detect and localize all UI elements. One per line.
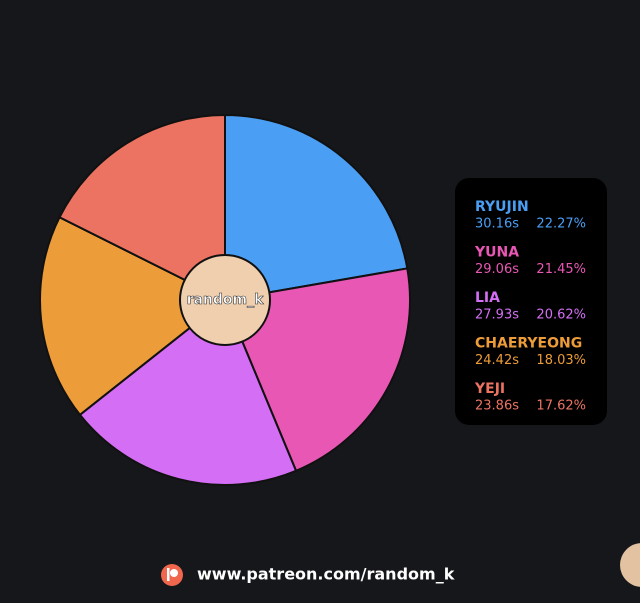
patreon-icon-bar	[167, 568, 170, 581]
legend-percent: 20.62%	[536, 308, 586, 323]
legend-time: 23.86s	[475, 399, 519, 414]
legend-percent: 22.27%	[536, 217, 586, 232]
legend-percent: 17.62%	[536, 399, 586, 414]
legend-name: YEJI	[474, 381, 505, 397]
legend-percent: 21.45%	[536, 262, 586, 277]
legend-name: LIA	[475, 290, 500, 306]
avatar	[620, 543, 640, 587]
legend-time: 27.93s	[475, 308, 519, 323]
legend-name: RYUJIN	[475, 199, 529, 215]
legend-name: YUNA	[474, 245, 519, 261]
pie-chart: random_k	[39, 113, 411, 486]
pie-slice	[58, 113, 226, 302]
pie-slice	[224, 113, 409, 302]
pie-slice	[223, 267, 411, 473]
pie-slice	[78, 298, 298, 486]
center-label: random_k	[187, 292, 265, 308]
footer-url[interactable]: www.patreon.com/random_k	[197, 565, 455, 584]
legend-percent: 18.03%	[536, 353, 586, 368]
legend-time: 24.42s	[475, 353, 519, 368]
legend-time: 30.16s	[475, 217, 519, 232]
legend-name: CHAERYEONG	[475, 336, 582, 352]
pie-slice	[39, 215, 227, 417]
center-badge	[179, 254, 271, 346]
legend-time: 29.06s	[475, 262, 519, 277]
patreon-icon-dot	[170, 569, 178, 577]
legend-box	[455, 178, 607, 425]
